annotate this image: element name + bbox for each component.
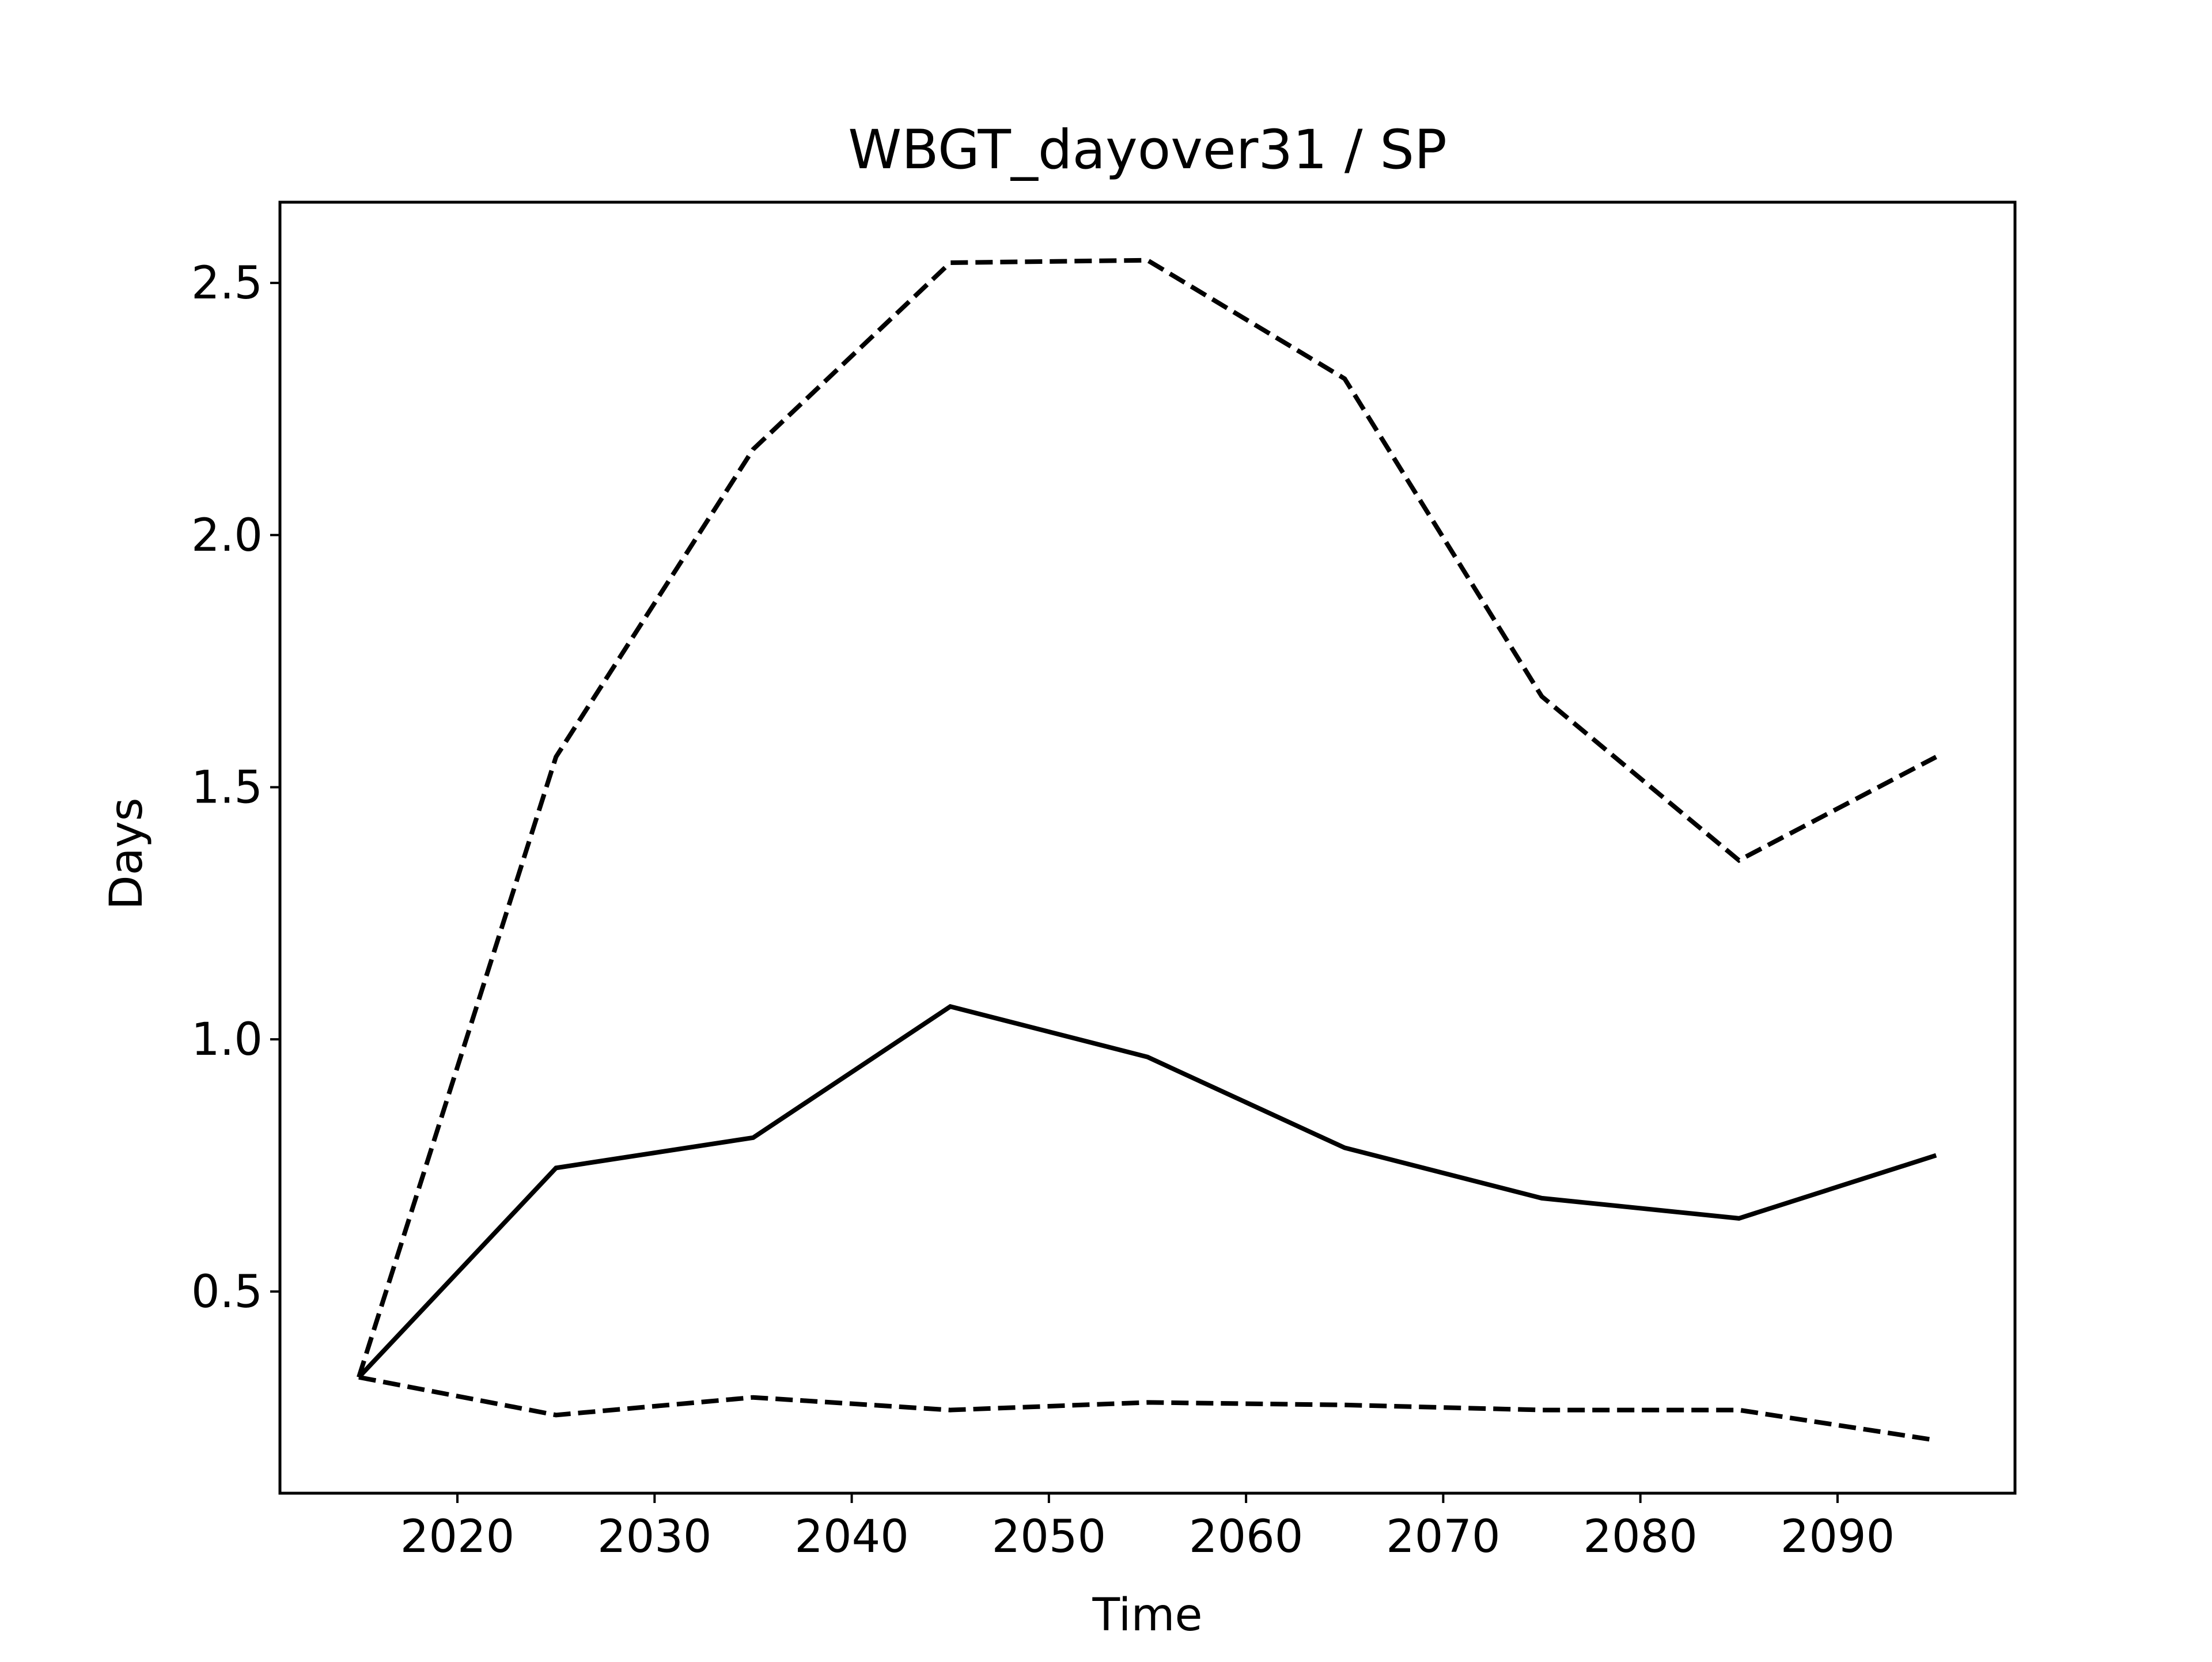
x-tick-label: 2020 xyxy=(400,1511,515,1563)
series-line-2-solid xyxy=(357,1004,1937,1379)
y-axis-label: Days xyxy=(101,798,153,910)
y-tick-label: 1.0 xyxy=(191,1014,263,1066)
x-tick-label: 2060 xyxy=(1189,1511,1304,1563)
x-tick-label: 2040 xyxy=(794,1511,909,1563)
series-line-3-dashed xyxy=(358,1375,1937,1443)
y-tick-label: 2.0 xyxy=(191,510,263,562)
x-tick-label: 2030 xyxy=(597,1511,712,1563)
x-tick-label: 2080 xyxy=(1583,1511,1698,1563)
series-line-1-dashed xyxy=(357,258,1937,1378)
y-tick-label: 1.5 xyxy=(191,762,263,813)
y-tick-label: 0.5 xyxy=(191,1266,263,1318)
x-tick-label: 2050 xyxy=(992,1511,1107,1563)
plot-frame xyxy=(278,200,2017,1495)
x-axis-label: Time xyxy=(1092,1589,1203,1641)
x-tick-label: 2090 xyxy=(1781,1511,1895,1563)
chart-title: WBGT_dayover31 / SP xyxy=(848,119,1447,181)
y-tick-label: 2.5 xyxy=(191,258,263,309)
x-tick-label: 2070 xyxy=(1386,1511,1501,1563)
